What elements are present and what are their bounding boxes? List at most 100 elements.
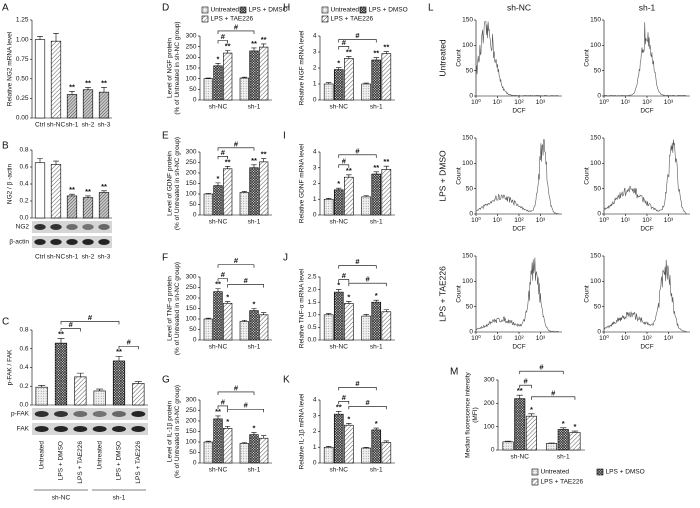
- error-bar: [53, 160, 59, 165]
- y-tick-label: 200: [186, 170, 197, 177]
- x-tick-label: sh-1: [370, 104, 383, 111]
- blot-band: [73, 426, 88, 432]
- x-tick-label: 10¹: [621, 335, 631, 342]
- significance-mark: *: [347, 292, 350, 301]
- blot-band: [66, 224, 78, 230]
- y-tick-label: 100: [186, 191, 197, 198]
- panel-letter: B: [2, 141, 9, 152]
- bar: [239, 192, 249, 216]
- y-tick-label: 100: [186, 75, 197, 82]
- y-tick-label: 150: [186, 305, 197, 312]
- y-tick-label: 200: [186, 295, 197, 302]
- legend-label: LPS + DMSO: [606, 469, 645, 476]
- y-axis-label: (% of Untreated in sh-NC group): [174, 385, 181, 478]
- x-tick-label: sh-NC: [330, 104, 349, 111]
- bracket-label: #: [342, 271, 347, 280]
- error-bar: [528, 413, 535, 417]
- bar: [66, 94, 78, 119]
- bar: [50, 164, 62, 219]
- legend-label: Untreated: [211, 7, 240, 14]
- y-tick-label: 2: [313, 180, 317, 187]
- y-tick-label: 1: [313, 196, 317, 203]
- blot-band: [73, 411, 88, 417]
- x-tick-label: sh-NC: [47, 254, 66, 261]
- significance-bracket: [531, 396, 576, 400]
- column-header: sh-1: [639, 2, 656, 12]
- error-bar: [261, 158, 267, 162]
- y-axis-label: Count: [456, 49, 463, 67]
- panel-letter: K: [283, 375, 290, 386]
- bar: [50, 40, 62, 119]
- y-tick-label: 0: [193, 212, 197, 219]
- x-tick-label: sh-1: [370, 219, 383, 226]
- y-axis-label: Level of GDNF protein: [167, 151, 174, 216]
- error-bar: [241, 442, 247, 444]
- error-bar: [215, 288, 221, 292]
- x-axis-label: DCF: [512, 108, 525, 115]
- panel-letter: F: [162, 253, 168, 264]
- y-axis-label: Relative NGF mRNA level: [299, 30, 306, 105]
- significance-bracket: [519, 370, 564, 375]
- bracket-label: #: [524, 377, 529, 386]
- bar: [93, 390, 106, 406]
- y-tick-label: 4: [313, 397, 317, 404]
- bar: [333, 413, 344, 464]
- y-tick-label: 300: [186, 274, 197, 281]
- significance-mark: **: [261, 150, 267, 159]
- y-tick-label: 150: [590, 135, 601, 142]
- x-tick-label: 10²: [514, 217, 524, 224]
- x-tick-label: Ctrl: [35, 254, 46, 261]
- y-tick-label: 300: [186, 33, 197, 40]
- blot-band: [82, 239, 94, 245]
- y-tick-label: 150: [462, 253, 473, 260]
- significance-mark: *: [217, 54, 220, 63]
- error-bar: [336, 411, 342, 415]
- histogram-curve: [475, 139, 559, 215]
- x-tick-label: 10⁰: [471, 98, 481, 106]
- bar: [381, 311, 392, 341]
- bar: [82, 89, 94, 119]
- error-bar: [363, 82, 369, 84]
- legend-swatch: [321, 15, 329, 23]
- y-tick-label: 50: [466, 185, 474, 192]
- significance-bracket: [227, 284, 264, 288]
- blot-label: NG2: [16, 224, 30, 231]
- y-tick-label: 0.2: [19, 198, 28, 205]
- bar: [371, 173, 382, 216]
- y-tick-label: 300: [484, 377, 495, 384]
- legend-swatch: [359, 6, 367, 14]
- significance-mark: *: [337, 179, 340, 188]
- y-tick-label: 0.50: [16, 76, 29, 83]
- significance-bracket: [338, 46, 350, 50]
- bar: [344, 176, 354, 216]
- blot-band: [50, 224, 62, 230]
- significance-mark: **: [346, 166, 352, 175]
- error-bar: [205, 77, 211, 79]
- significance-bracket: [217, 391, 255, 395]
- y-tick-label: 0: [193, 337, 197, 344]
- x-tick-label: 10⁰: [471, 334, 481, 342]
- y-tick-label: 150: [590, 253, 601, 260]
- blot-label: FAK: [17, 426, 30, 433]
- y-tick-label: 1.00: [16, 36, 29, 43]
- x-tick-label: Untreated: [96, 441, 103, 470]
- error-bar: [96, 388, 104, 391]
- error-bar: [251, 432, 257, 435]
- legend-label: LPS + DMSO: [369, 7, 408, 14]
- panel-letter: D: [162, 3, 169, 14]
- y-tick-label: 250: [186, 159, 197, 166]
- error-bar: [571, 430, 579, 433]
- error-bar: [346, 423, 352, 426]
- y-tick-label: 250: [186, 43, 197, 50]
- row-header: LPS + DMSO: [437, 150, 447, 202]
- bar: [98, 91, 110, 119]
- x-tick-label: LPS + TAE226: [135, 441, 142, 484]
- bracket-label: #: [355, 379, 360, 388]
- y-tick-label: 100: [590, 278, 601, 285]
- bar: [344, 424, 354, 464]
- significance-mark: **: [69, 82, 75, 91]
- significance-bracket: [338, 164, 350, 168]
- error-bar: [69, 193, 75, 196]
- error-bar: [383, 51, 390, 54]
- bar: [249, 50, 259, 101]
